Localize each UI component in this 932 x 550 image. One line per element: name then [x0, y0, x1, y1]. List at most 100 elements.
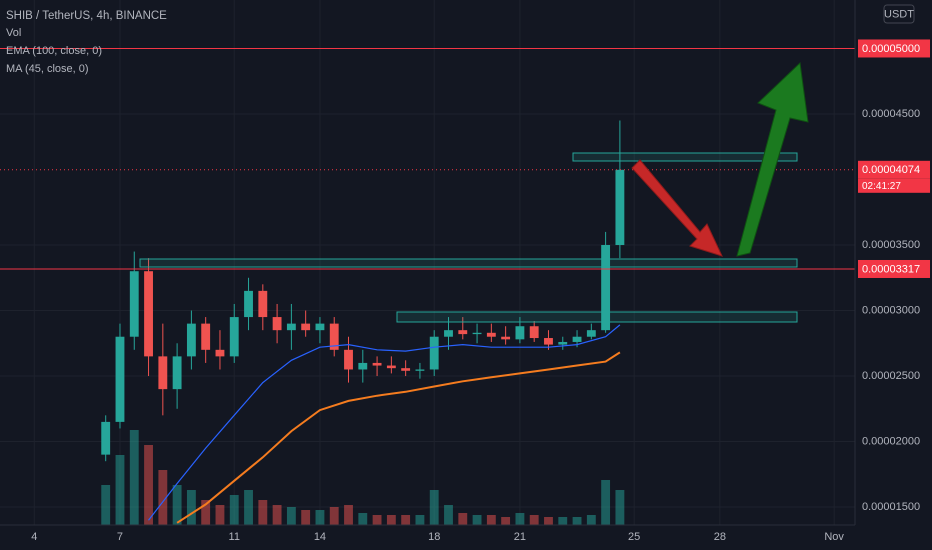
x-tick-label: 14	[314, 531, 326, 543]
volume-bar	[201, 500, 211, 525]
volume-bar	[386, 515, 396, 525]
volume-bar	[329, 507, 339, 525]
volume-bar	[301, 510, 311, 525]
volume-layer	[101, 430, 625, 525]
candle-body	[544, 338, 553, 345]
x-tick-label: 11	[229, 531, 240, 543]
up-arrow	[736, 61, 809, 257]
zone	[139, 258, 798, 268]
candle-body	[401, 368, 411, 371]
zone	[572, 152, 798, 162]
candle-body	[558, 341, 568, 345]
price-label-box	[858, 259, 930, 278]
candle-body	[172, 356, 182, 390]
price-label-box	[858, 39, 930, 58]
candle-body	[129, 271, 139, 337]
candle-body	[186, 323, 196, 357]
price-label: 0.00003317	[862, 263, 920, 275]
x-tick-label: 21	[514, 531, 526, 543]
x-tick-label: 25	[628, 531, 640, 543]
volume-bar	[544, 517, 553, 525]
price-label: 0.00005000	[862, 43, 920, 55]
candle-body	[215, 349, 225, 357]
candle-body	[286, 323, 296, 331]
candle-body	[101, 421, 111, 455]
y-tick-label: 0.00003500	[862, 239, 920, 251]
candle-body	[258, 290, 268, 318]
candle-body	[329, 323, 339, 350]
candle-body	[529, 326, 539, 339]
currency-box	[883, 4, 915, 24]
x-tick-label: 18	[428, 531, 440, 543]
volume-bar	[315, 510, 325, 525]
price-label: 0.00004074	[862, 164, 920, 176]
indicator-label: EMA (100, close, 0)	[6, 45, 102, 57]
down-arrow	[631, 159, 723, 257]
candle-body	[486, 332, 496, 337]
volume-bar	[458, 513, 468, 525]
volume-bar	[144, 445, 153, 525]
volume-bar	[401, 515, 411, 525]
volume-bar	[172, 485, 182, 525]
candle-body	[158, 356, 168, 390]
candle-body	[315, 323, 325, 331]
volume-bar	[486, 515, 496, 525]
volume-bar	[415, 515, 425, 525]
volume-bar	[572, 517, 582, 525]
currency: USDT	[884, 8, 914, 20]
volume-bar	[472, 515, 482, 525]
y-tick-label: 0.00002500	[862, 370, 920, 382]
candle-body	[358, 362, 368, 370]
x-tick-label: 7	[117, 531, 123, 543]
countdown-box	[858, 178, 930, 193]
candle-body	[244, 290, 253, 318]
grid	[0, 0, 855, 525]
x-tick-label: 4	[31, 531, 37, 543]
candle-body	[272, 317, 282, 331]
volume-bar	[229, 495, 239, 525]
volume-bar	[515, 513, 525, 525]
candle-body	[415, 369, 425, 371]
volume-bar	[244, 490, 253, 525]
y-tick-label: 0.00003000	[862, 304, 920, 316]
candle-body	[601, 245, 611, 331]
y-tick-label: 0.00001500	[862, 501, 920, 513]
candle-body	[229, 317, 239, 357]
volume-bar	[101, 485, 111, 525]
volume-bar	[258, 500, 268, 525]
volume-bar	[529, 515, 539, 525]
candle-body	[572, 336, 582, 342]
candle-body	[301, 323, 311, 331]
chart-title: SHIB / TetherUS, 4h, BINANCE	[6, 10, 167, 22]
volume-bar	[586, 515, 596, 525]
y-tick-label: 0.00002000	[862, 435, 920, 447]
volume-bar	[601, 480, 611, 525]
volume-bar	[615, 490, 625, 525]
volume-bar	[158, 470, 168, 525]
volume-bar	[358, 513, 368, 525]
candle-body	[144, 271, 153, 357]
indicator-line	[176, 351, 621, 524]
indicator-line	[148, 324, 621, 521]
candle-body	[458, 330, 468, 335]
candle-body	[615, 169, 625, 246]
volume-bar	[344, 505, 353, 525]
x-tick-label: Nov	[824, 531, 844, 543]
plot-layer	[0, 47, 855, 524]
x-tick-label: 28	[714, 531, 726, 543]
volume-bar	[286, 507, 296, 525]
candle-body	[444, 330, 453, 337]
candle-body	[372, 362, 382, 366]
candle-body	[386, 365, 396, 369]
volume-bar	[558, 517, 568, 525]
volume-bar	[215, 505, 225, 525]
volume-bar	[501, 517, 511, 525]
volume-bar	[444, 505, 453, 525]
candle-body	[201, 323, 211, 350]
volume-bar	[272, 505, 282, 525]
volume-bar	[186, 490, 196, 525]
candle-body	[115, 336, 125, 422]
volume-bar	[115, 455, 125, 525]
